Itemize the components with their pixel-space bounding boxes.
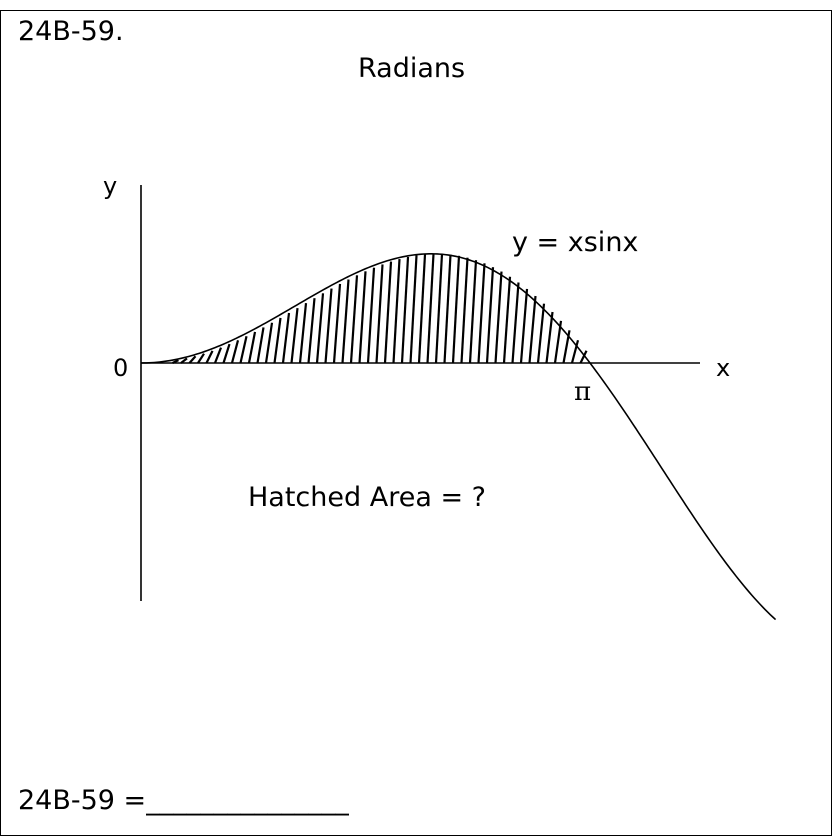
pi-label: π [574, 377, 591, 407]
hatch-line [281, 312, 291, 364]
hatched-area [172, 253, 588, 364]
hatch-line [519, 288, 529, 364]
hatch-line [494, 271, 503, 364]
hatch-line [511, 282, 520, 364]
x-axis-label: x [716, 354, 730, 382]
hatch-line [460, 257, 469, 364]
hatch-line [366, 267, 376, 364]
hatch-line [307, 298, 316, 364]
hatch-line [230, 340, 240, 364]
hatch-line [332, 283, 342, 364]
hatch-line [375, 264, 384, 364]
hatch-line [570, 339, 580, 364]
hatch-line [451, 255, 461, 364]
hatch-line [400, 256, 410, 364]
hatch-line [579, 350, 588, 364]
hatch-line [247, 331, 257, 364]
hatch-line [273, 317, 282, 364]
area-question: Hatched Area = ? [248, 482, 486, 513]
hatch-line [426, 253, 435, 364]
hatch-line [477, 263, 486, 364]
hatch-line [349, 275, 359, 364]
units-title: Radians [358, 53, 466, 84]
hatch-line [358, 271, 367, 364]
hatch-line [417, 254, 427, 364]
hatch-line [409, 255, 418, 364]
hatch-line [383, 261, 393, 364]
hatch-line [264, 322, 274, 364]
hatch-line [502, 276, 512, 364]
problem-id: 24B-59. [18, 16, 124, 47]
hatch-line [256, 327, 265, 364]
hatch-line [434, 253, 444, 364]
hatch-line [188, 355, 197, 364]
answer-line: 24B-59 =_______________ [18, 785, 349, 817]
hatch-line [197, 353, 205, 364]
hatch-line [485, 267, 495, 364]
hatch-line [468, 260, 478, 364]
problem-frame [0, 10, 832, 836]
hatch-line [528, 295, 537, 364]
answer-blank[interactable]: _______________ [146, 785, 349, 816]
hatch-line [298, 303, 308, 364]
curve-xsinx [140, 253, 777, 621]
hatch-line [222, 343, 231, 364]
hatch-line [341, 279, 350, 364]
origin-label: 0 [113, 354, 128, 382]
hatch-line [290, 307, 299, 364]
hatch-line [553, 320, 563, 364]
hatch-line [315, 293, 325, 364]
answer-prompt: 24B-59 = [18, 785, 147, 816]
hatch-line [213, 347, 223, 364]
hatch-line [205, 350, 214, 364]
hatch-line [545, 311, 554, 364]
hatch-line [392, 258, 401, 364]
hatch-line [443, 254, 452, 364]
hatch-line [536, 303, 546, 364]
y-axis-label: y [103, 172, 117, 200]
hatch-line [239, 335, 248, 364]
hatch-line [324, 288, 333, 364]
curve-label: y = xsinx [512, 227, 638, 258]
